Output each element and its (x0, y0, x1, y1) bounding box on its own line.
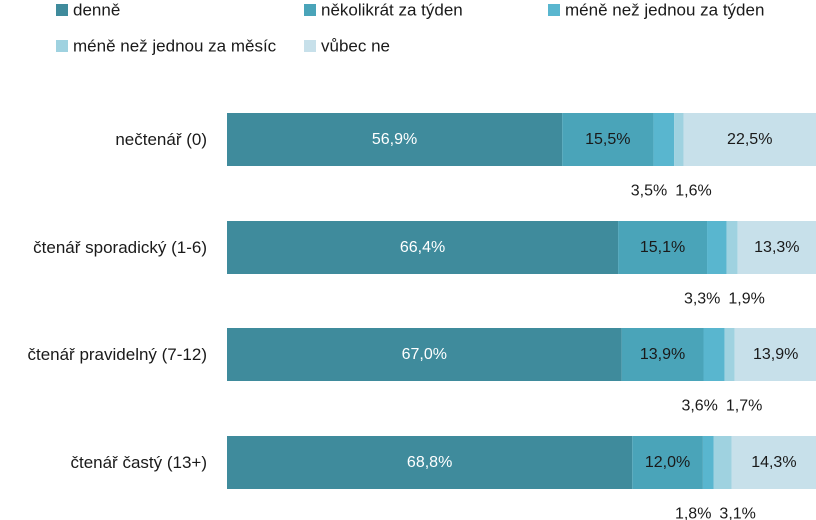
bar-segment-4-4 (713, 436, 732, 489)
data-label-4-1: 68,8% (407, 454, 452, 471)
data-label-1-5: 22,5% (727, 131, 772, 148)
data-label-4-2: 12,0% (645, 454, 690, 471)
bar-segment-2-4 (726, 221, 738, 274)
data-label-4-3: 1,8% (675, 506, 711, 520)
data-label-3-1: 67,0% (402, 346, 447, 363)
legend-swatch-1 (56, 4, 68, 16)
data-label-2-1: 66,4% (400, 239, 445, 256)
bar-segment-1-2 (562, 113, 654, 166)
bar-segment-1-3 (653, 113, 675, 166)
data-label-1-1: 56,9% (372, 131, 417, 148)
legend-label-2: několikrát za týden (321, 1, 463, 20)
legend-label-3: méně než jednou za týden (565, 1, 764, 20)
legend-swatch-2 (304, 4, 316, 16)
data-label-2-4: 1,9% (728, 291, 764, 308)
data-label-2-2: 15,1% (640, 239, 685, 256)
category-label-4: čtenář častý (13+) (70, 453, 207, 472)
bar-segment-1-1 (227, 113, 563, 166)
bar-segment-3-5 (734, 328, 816, 381)
bar-segment-2-3 (707, 221, 727, 274)
bar-segment-1-4 (674, 113, 684, 166)
bar-segment-1-5 (683, 113, 816, 166)
data-label-4-4: 3,1% (719, 506, 755, 520)
bar-segment-4-1 (227, 436, 633, 489)
bar-segment-4-5 (731, 436, 816, 489)
bar-segment-2-5 (737, 221, 816, 274)
category-label-3: čtenář pravidelný (7-12) (27, 345, 207, 364)
data-label-4-5: 14,3% (751, 454, 796, 471)
data-label-2-3: 3,3% (684, 291, 720, 308)
data-label-3-5: 13,9% (753, 346, 798, 363)
data-label-1-3: 3,5% (631, 183, 667, 200)
bar-segment-2-1 (227, 221, 619, 274)
category-label-2: čtenář sporadický (1-6) (33, 238, 207, 257)
legend-label-1: denně (73, 1, 120, 20)
data-label-3-3: 3,6% (681, 398, 717, 415)
bar-segment-3-2 (621, 328, 704, 381)
bar-segment-4-2 (632, 436, 703, 489)
legend-label-5: vůbec ne (321, 37, 390, 56)
bar-segment-2-2 (618, 221, 708, 274)
data-label-1-2: 15,5% (585, 131, 630, 148)
bar-segment-3-1 (227, 328, 622, 381)
data-label-1-4: 1,6% (675, 183, 711, 200)
legend-swatch-5 (304, 40, 316, 52)
legend-swatch-4 (56, 40, 68, 52)
category-label-1: nečtenář (0) (115, 130, 207, 149)
data-label-2-5: 13,3% (754, 239, 799, 256)
bar-segment-3-4 (724, 328, 735, 381)
data-label-3-4: 1,7% (726, 398, 762, 415)
bar-segment-4-3 (702, 436, 714, 489)
data-label-3-2: 13,9% (640, 346, 685, 363)
bar-segment-3-3 (703, 328, 725, 381)
legend-swatch-3 (548, 4, 560, 16)
legend-label-4: méně než jednou za měsíc (73, 37, 277, 56)
